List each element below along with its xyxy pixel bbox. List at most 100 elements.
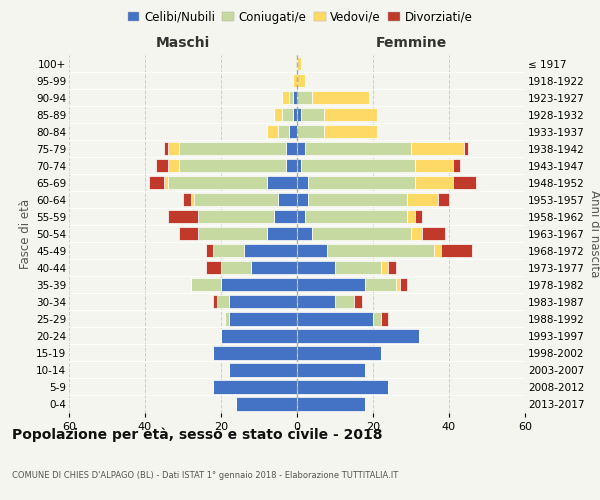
- Bar: [217, 295, 229, 308]
- Bar: [312, 227, 411, 240]
- Bar: [297, 108, 301, 121]
- Bar: [266, 176, 297, 190]
- Bar: [297, 295, 335, 308]
- Bar: [214, 380, 297, 394]
- Bar: [301, 108, 323, 121]
- Bar: [422, 227, 445, 240]
- Bar: [388, 261, 396, 274]
- Bar: [297, 227, 312, 240]
- Bar: [297, 74, 305, 87]
- Bar: [289, 125, 297, 138]
- Bar: [214, 295, 217, 308]
- Bar: [297, 91, 312, 104]
- Bar: [380, 312, 388, 326]
- Bar: [282, 108, 293, 121]
- Bar: [164, 176, 168, 190]
- Bar: [289, 91, 293, 104]
- Bar: [225, 312, 229, 326]
- Bar: [453, 176, 476, 190]
- Bar: [168, 142, 179, 156]
- Bar: [221, 278, 297, 291]
- Bar: [323, 125, 377, 138]
- Bar: [305, 210, 407, 224]
- Bar: [214, 244, 244, 258]
- Bar: [297, 312, 373, 326]
- Bar: [453, 159, 460, 172]
- Bar: [411, 227, 422, 240]
- Bar: [442, 244, 472, 258]
- Bar: [415, 159, 453, 172]
- Bar: [373, 312, 380, 326]
- Bar: [229, 295, 297, 308]
- Bar: [297, 193, 308, 206]
- Bar: [179, 142, 286, 156]
- Bar: [286, 142, 297, 156]
- Bar: [183, 193, 191, 206]
- Bar: [297, 210, 305, 224]
- Bar: [266, 227, 297, 240]
- Bar: [407, 193, 437, 206]
- Bar: [221, 261, 251, 274]
- Bar: [221, 330, 297, 342]
- Bar: [297, 346, 380, 360]
- Y-axis label: Fasce di età: Fasce di età: [19, 198, 32, 269]
- Bar: [179, 227, 198, 240]
- Bar: [293, 91, 297, 104]
- Bar: [297, 278, 365, 291]
- Bar: [168, 210, 198, 224]
- Bar: [328, 244, 434, 258]
- Bar: [164, 142, 168, 156]
- Bar: [297, 330, 419, 342]
- Bar: [282, 91, 289, 104]
- Bar: [335, 261, 380, 274]
- Bar: [297, 244, 328, 258]
- Text: COMUNE DI CHIES D'ALPAGO (BL) - Dati ISTAT 1° gennaio 2018 - Elaborazione TUTTIT: COMUNE DI CHIES D'ALPAGO (BL) - Dati IST…: [12, 471, 398, 480]
- Y-axis label: Anni di nascita: Anni di nascita: [588, 190, 600, 278]
- Bar: [312, 91, 369, 104]
- Bar: [274, 108, 282, 121]
- Bar: [206, 244, 214, 258]
- Bar: [335, 295, 354, 308]
- Bar: [407, 210, 415, 224]
- Bar: [214, 346, 297, 360]
- Text: Femmine: Femmine: [376, 36, 446, 50]
- Bar: [251, 261, 297, 274]
- Bar: [157, 159, 168, 172]
- Bar: [286, 159, 297, 172]
- Bar: [293, 108, 297, 121]
- Bar: [297, 159, 301, 172]
- Bar: [400, 278, 407, 291]
- Bar: [380, 261, 388, 274]
- Bar: [274, 210, 297, 224]
- Bar: [415, 176, 453, 190]
- Bar: [411, 142, 464, 156]
- Bar: [266, 125, 278, 138]
- Bar: [305, 142, 411, 156]
- Bar: [415, 210, 422, 224]
- Legend: Celibi/Nubili, Coniugati/e, Vedovi/e, Divorziati/e: Celibi/Nubili, Coniugati/e, Vedovi/e, Di…: [123, 6, 477, 28]
- Bar: [236, 398, 297, 410]
- Bar: [278, 125, 289, 138]
- Bar: [434, 244, 442, 258]
- Bar: [297, 125, 323, 138]
- Bar: [297, 142, 305, 156]
- Bar: [297, 57, 301, 70]
- Bar: [297, 261, 335, 274]
- Bar: [297, 380, 388, 394]
- Bar: [308, 176, 415, 190]
- Bar: [354, 295, 362, 308]
- Bar: [206, 261, 221, 274]
- Bar: [301, 159, 415, 172]
- Bar: [191, 193, 194, 206]
- Bar: [437, 193, 449, 206]
- Bar: [194, 193, 278, 206]
- Bar: [149, 176, 164, 190]
- Bar: [396, 278, 400, 291]
- Bar: [293, 74, 297, 87]
- Bar: [278, 193, 297, 206]
- Text: Popolazione per età, sesso e stato civile - 2018: Popolazione per età, sesso e stato civil…: [12, 428, 383, 442]
- Bar: [297, 398, 365, 410]
- Bar: [168, 176, 266, 190]
- Bar: [464, 142, 468, 156]
- Bar: [308, 193, 407, 206]
